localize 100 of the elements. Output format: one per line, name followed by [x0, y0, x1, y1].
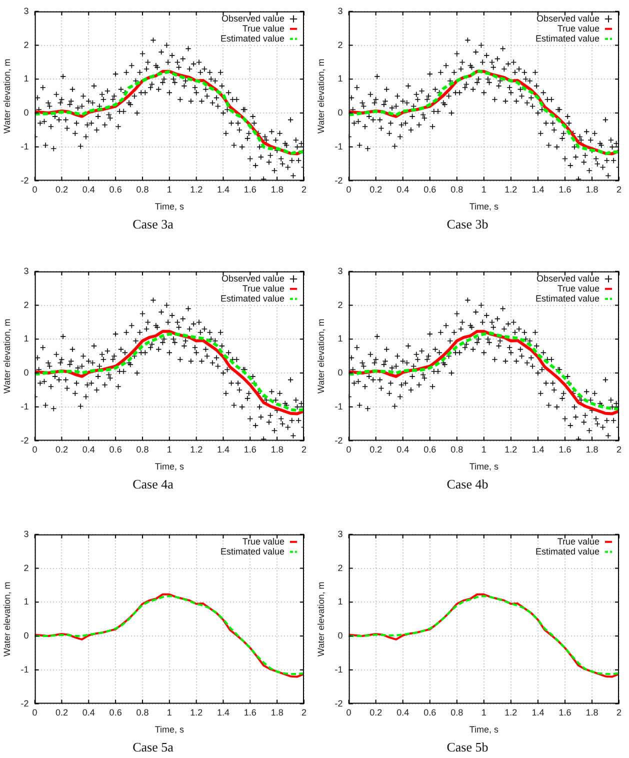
text: Case 4a [132, 476, 174, 492]
x-tick-label: 1.2 [504, 444, 518, 455]
legend-label: Estimated value [220, 33, 284, 44]
x-tick-label: 1.8 [270, 184, 284, 195]
x-tick-label: 0.8 [450, 444, 464, 455]
x-tick-label: 1.2 [504, 184, 518, 195]
y-tick-label: -2 [334, 435, 343, 446]
x-tick-label: 0.4 [396, 444, 410, 455]
x-tick-label: 1 [166, 444, 172, 455]
y-tick-label: 1 [338, 596, 343, 607]
y-tick-label: -2 [334, 698, 343, 708]
y-tick-label: 3 [338, 266, 343, 276]
x-tick-label: 2 [616, 708, 622, 718]
text: Case 3b [446, 216, 488, 232]
legend-label: Estimated value [220, 546, 284, 556]
y-tick-label: 3 [338, 6, 343, 16]
x-tick-label: 0 [346, 444, 352, 455]
y-tick-label: -2 [20, 698, 29, 708]
y-tick-label: 3 [24, 528, 29, 539]
y-tick-label: 1 [24, 334, 29, 344]
x-axis-title: Time, s [469, 461, 499, 472]
x-tick-label: 0 [346, 708, 352, 718]
x-tick-label: 0.6 [109, 444, 122, 455]
x-tick-label: 1.4 [216, 184, 230, 195]
x-tick-label: 1.6 [244, 444, 256, 455]
x-tick-label: 1.4 [532, 444, 544, 455]
x-tick-label: 0.6 [424, 444, 436, 455]
y-tick-label: 0 [24, 368, 29, 378]
legend-label: Observed value [536, 273, 600, 284]
x-tick-label: 0.2 [370, 708, 382, 718]
x-tick-label: 1.2 [504, 708, 518, 718]
y-tick-label: 0 [24, 630, 29, 641]
x-axis-title: Time, s [154, 461, 184, 472]
x-tick-label: 0.6 [424, 708, 436, 718]
x-tick-label: 0.8 [136, 708, 149, 718]
legend-label: Observed value [221, 273, 284, 284]
text: Case 3a [132, 216, 174, 232]
x-tick-label: 2 [616, 444, 622, 455]
legend-label: Estimated value [535, 33, 600, 44]
y-tick-label: 1 [24, 74, 29, 84]
legend-label: True value [242, 283, 284, 294]
y-tick-label: 1 [338, 334, 343, 344]
legend-label: Estimated value [535, 546, 600, 556]
x-tick-label: 0.4 [82, 444, 95, 455]
x-tick-label: 0.2 [370, 184, 382, 195]
y-tick-label: 2 [338, 562, 343, 573]
x-tick-label: 0 [32, 708, 38, 718]
y-tick-label: 2 [24, 300, 29, 310]
x-tick-label: 1.6 [244, 708, 256, 718]
y-tick-label: 3 [24, 266, 29, 276]
legend-label: True value [242, 536, 284, 546]
x-tick-label: 1 [166, 708, 172, 718]
legend-label: Observed value [536, 13, 600, 24]
x-tick-label: 1.6 [244, 184, 256, 195]
x-tick-label: 0.8 [450, 708, 464, 718]
y-tick-label: 2 [338, 300, 343, 310]
x-tick-label: 1.6 [558, 708, 572, 718]
legend-label: Estimated value [535, 293, 600, 304]
x-tick-label: 2 [301, 444, 307, 455]
x-tick-label: 1.8 [270, 444, 284, 455]
y-tick-label: -1 [20, 141, 29, 152]
x-tick-label: 0 [32, 184, 38, 195]
x-tick-label: 1.8 [586, 444, 598, 455]
x-tick-label: 1.2 [190, 184, 203, 195]
x-tick-label: 0.6 [109, 708, 122, 718]
x-tick-label: 0 [32, 444, 38, 455]
y-axis-title: Water elevation, m [316, 582, 326, 656]
y-tick-label: -1 [334, 141, 343, 152]
x-tick-label: 2 [616, 184, 622, 195]
x-tick-label: 0.2 [55, 444, 68, 455]
x-tick-label: 1.2 [190, 444, 203, 455]
legend-label: Estimated value [220, 293, 284, 304]
x-tick-label: 1.4 [532, 708, 544, 718]
y-tick-label: -2 [20, 435, 29, 446]
x-tick-label: 0.4 [82, 708, 95, 718]
y-tick-label: -2 [20, 175, 29, 186]
x-tick-label: 1.4 [216, 708, 230, 718]
x-axis-title: Time, s [154, 201, 184, 212]
y-tick-label: -1 [334, 664, 343, 674]
x-tick-label: 0.8 [450, 184, 464, 195]
x-tick-label: 1.6 [558, 444, 572, 455]
x-tick-label: 1 [481, 444, 486, 455]
x-tick-label: 1.8 [270, 708, 284, 718]
legend-label: Observed value [221, 13, 284, 24]
x-axis-title: Time, s [469, 724, 499, 734]
y-tick-label: -1 [20, 401, 29, 412]
x-tick-label: 0.4 [396, 184, 410, 195]
x-tick-label: 0.2 [55, 708, 68, 718]
y-tick-label: 0 [24, 108, 29, 118]
y-axis-title: Water elevation, m [316, 58, 326, 134]
y-tick-label: 2 [24, 562, 29, 573]
x-tick-label: 1.4 [532, 184, 544, 195]
text: Case 5a [132, 740, 174, 755]
y-tick-label: 2 [338, 40, 343, 50]
y-axis-title: Water elevation, m [316, 318, 326, 394]
y-tick-label: 2 [24, 40, 29, 50]
legend-label: True value [242, 23, 284, 34]
x-tick-label: 1 [481, 184, 486, 195]
y-axis-title: Water elevation, m [2, 58, 12, 134]
text: Case 4b [446, 476, 488, 492]
